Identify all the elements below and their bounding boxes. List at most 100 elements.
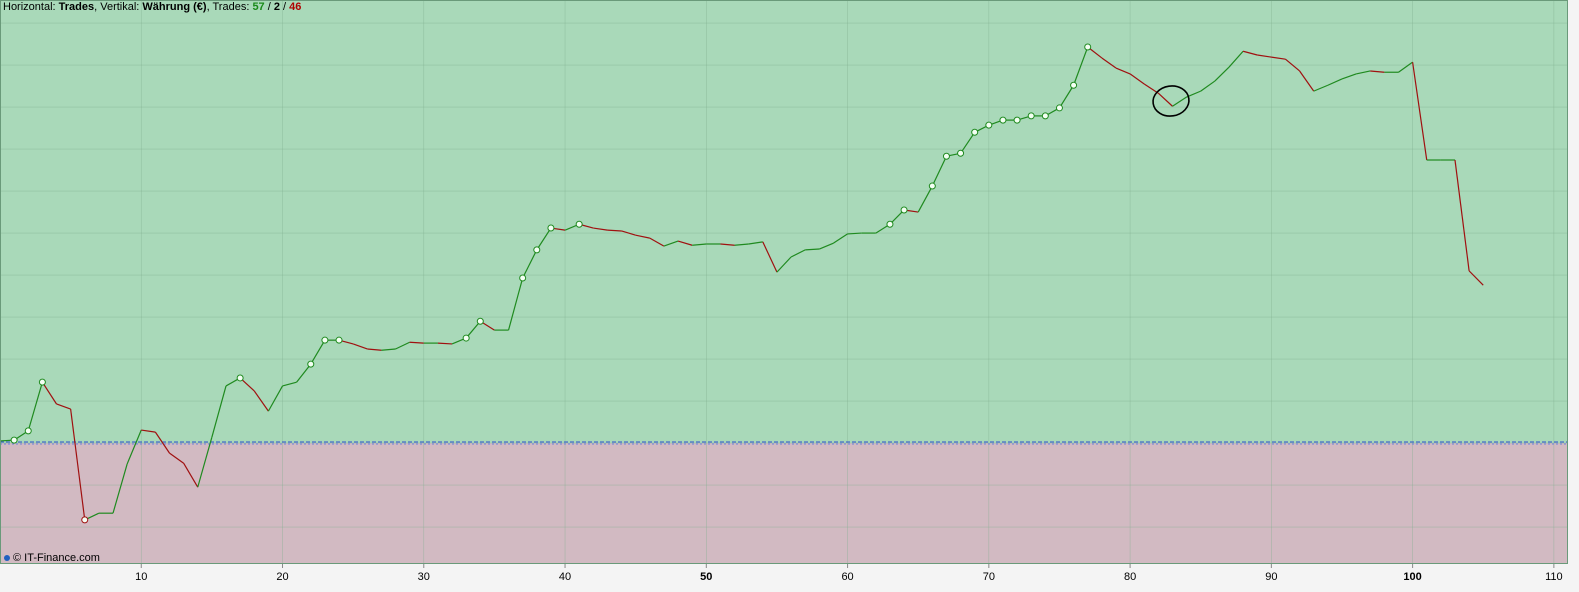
equity-segment (635, 234, 650, 239)
x-tick-label: 110 (1545, 571, 1563, 583)
credit: © IT-Finance.com (13, 552, 100, 564)
equity-segment (522, 249, 538, 279)
equity-segment (663, 240, 679, 247)
x-tick-label: 40 (559, 571, 571, 583)
header-part: , Vertikal: (94, 1, 142, 13)
equity-segment (1058, 84, 1075, 109)
plot-area (0, 0, 1568, 568)
point-marker (1013, 116, 1021, 124)
equity-segment (296, 363, 312, 383)
equity-segment (1327, 78, 1343, 86)
header-part: 57 (252, 1, 264, 13)
equity-segment (734, 243, 749, 246)
point-marker (957, 149, 965, 157)
equity-segment (677, 240, 693, 246)
equity-segment (267, 385, 284, 412)
point-marker (575, 220, 583, 228)
x-tick-label: 50 (700, 571, 712, 583)
header-part: , Trades: (207, 1, 253, 13)
equity-segment (1257, 54, 1272, 58)
equity-segment (748, 241, 763, 245)
positive-zone (0, 0, 1568, 444)
equity-segment (833, 233, 848, 244)
x-tick-label: 10 (135, 571, 147, 583)
header-part: 46 (289, 1, 301, 13)
equity-segment (437, 342, 453, 345)
point-marker (476, 317, 484, 325)
equity-segment (917, 185, 933, 213)
equity-segment (819, 242, 834, 250)
equity-segment (1285, 58, 1300, 72)
header-part: / (265, 1, 274, 13)
equity-segment (1157, 92, 1173, 107)
equity-segment (960, 131, 976, 154)
equity-segment (776, 256, 792, 273)
equity-segment (253, 390, 269, 412)
hand-drawn-circle (1152, 85, 1190, 117)
x-tick-label: 30 (418, 571, 430, 583)
x-tick-label: 60 (841, 571, 853, 583)
equity-segment (112, 463, 128, 514)
x-tick-label: 90 (1265, 571, 1277, 583)
point-marker (321, 336, 329, 344)
equity-segment (154, 431, 171, 454)
header-part: Währung (€) (142, 1, 206, 13)
equity-segment (1129, 73, 1145, 85)
point-marker (971, 128, 979, 136)
equity-segment (352, 343, 368, 350)
point-marker (928, 182, 936, 190)
point-marker (1027, 112, 1035, 120)
equity-segment (211, 385, 227, 438)
equity-segment (1313, 84, 1329, 92)
point-marker (1084, 43, 1092, 51)
point-marker (236, 374, 244, 382)
equity-segment (1271, 56, 1286, 60)
point-marker (519, 274, 527, 282)
equity-segment (720, 243, 735, 246)
equity-segment (56, 403, 71, 410)
equity-segment (621, 230, 636, 236)
point-marker (942, 152, 950, 160)
equity-segment (282, 381, 297, 387)
point-marker (81, 516, 89, 524)
equity-segment (1143, 83, 1159, 94)
equity-segment (1341, 73, 1357, 80)
equity-segment (1115, 67, 1131, 75)
equity-segment (593, 227, 608, 231)
equity-segment (465, 320, 481, 339)
equity-segment (1101, 57, 1117, 69)
equity-segment (381, 348, 396, 351)
x-tick-label: 70 (983, 571, 995, 583)
equity-segment (931, 155, 947, 187)
equity-segment (507, 277, 524, 331)
equity-segment (70, 408, 86, 520)
equity-segment (197, 437, 213, 488)
point-marker (10, 436, 18, 444)
point-marker (307, 360, 315, 368)
equity-segment (692, 243, 707, 246)
equity-segment (169, 452, 184, 464)
chart-header: Horizontal: Trades, Vertikal: Währung (€… (3, 1, 301, 13)
equity-segment (1299, 70, 1315, 92)
point-marker (38, 378, 46, 386)
point-marker (1055, 104, 1063, 112)
equity-segment (1412, 62, 1428, 161)
point-marker (462, 334, 470, 342)
equity-segment (409, 341, 424, 344)
equity-segment (1468, 270, 1484, 286)
point-marker (999, 116, 1007, 124)
point-marker (335, 336, 343, 344)
equity-segment (1228, 50, 1244, 68)
point-marker (24, 427, 32, 435)
credit-icon (4, 555, 10, 561)
header-part: 2 (274, 1, 280, 13)
equity-segment (1172, 96, 1187, 107)
equity-segment (1242, 50, 1258, 56)
equity-segment (27, 381, 43, 432)
negative-zone (0, 443, 1568, 564)
equity-segment (310, 339, 326, 365)
point-marker (547, 224, 555, 232)
equity-segment (649, 237, 665, 247)
equity-segment (41, 381, 58, 405)
equity-segment (762, 241, 778, 273)
